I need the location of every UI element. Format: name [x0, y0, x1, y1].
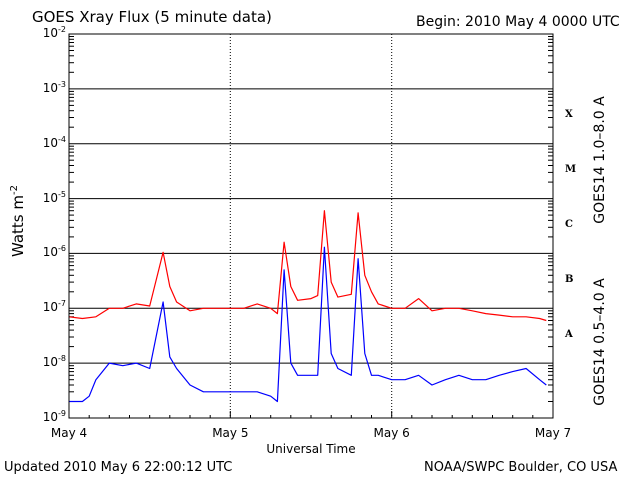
y-tick-label: 10-6	[42, 244, 66, 260]
flare-class-label: A	[565, 328, 573, 340]
updated-timestamp: Updated 2010 May 6 22:00:12 UTC	[4, 460, 233, 475]
y-tick-label: 10-5	[42, 189, 66, 205]
x-axis-label: Universal Time	[266, 442, 356, 456]
chart-title: GOES Xray Flux (5 minute data)	[32, 8, 272, 26]
grid	[68, 33, 554, 419]
legend-long-channel: GOES14 1.0–8.0 A	[592, 96, 608, 224]
x-tick-label: May 7	[534, 426, 572, 440]
plot-frame	[68, 33, 554, 419]
series-long-channel-line	[68, 210, 547, 322]
y-tick-label: 10-7	[42, 299, 66, 315]
flare-class-label: B	[565, 273, 574, 285]
y-axis-label: Watts m-2	[9, 185, 27, 258]
y-tick-label: 10-4	[42, 134, 66, 150]
y-tick-label: 10-8	[42, 354, 66, 370]
x-tick-label: May 4	[50, 426, 88, 440]
source-credit: NOAA/SWPC Boulder, CO USA	[424, 460, 618, 475]
x-tick-label: May 6	[373, 426, 410, 440]
series-layer	[68, 210, 547, 403]
legend-short-channel: GOES14 0.5–4.0 A	[592, 278, 608, 406]
series-short-channel-line	[69, 246, 547, 403]
y-tick-label: 10-2	[42, 25, 66, 40]
y-tick-label: 10-9	[42, 409, 66, 424]
flare-class-label: C	[565, 219, 573, 231]
y-tick-label: 10-3	[42, 79, 66, 95]
flare-class-label: M	[565, 164, 577, 176]
x-tick-label: May 5	[212, 426, 249, 440]
flare-class-label: X	[565, 109, 573, 121]
begin-date: Begin: 2010 May 4 0000 UTC	[416, 14, 620, 30]
